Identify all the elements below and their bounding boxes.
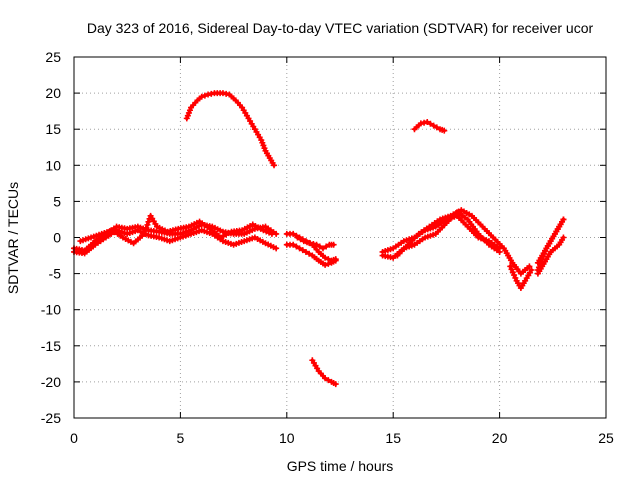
data-point (290, 230, 297, 237)
data-point (427, 120, 434, 127)
data-point (299, 247, 306, 254)
data-point (526, 263, 533, 270)
data-point (319, 245, 326, 252)
axis-ticks (73, 56, 607, 419)
y-tick-label: -5 (49, 266, 62, 282)
series-arc-c (77, 212, 275, 247)
data-point (322, 254, 329, 261)
x-tick-label: 10 (279, 430, 295, 446)
data-points (71, 90, 567, 388)
chart-title: Day 323 of 2016, Sidereal Day-to-day VTE… (87, 20, 594, 36)
data-point (201, 92, 208, 99)
data-point (294, 234, 301, 241)
data-point (560, 234, 567, 241)
y-tick-label: 15 (45, 121, 61, 137)
data-point (332, 381, 339, 388)
data-point (424, 118, 431, 125)
x-tick-label: 0 (70, 430, 78, 446)
data-point (441, 127, 448, 134)
data-point (302, 248, 309, 255)
series-arc-f (283, 241, 339, 268)
y-tick-label: 10 (45, 157, 61, 173)
data-point (322, 375, 329, 382)
series-arc-l (507, 263, 535, 292)
data-point (325, 260, 332, 267)
tick-labels: 0 5 10 15 20 25 -25 -20 -15 -10 -5 0 5 10 15 20 25 (41, 49, 614, 446)
data-point (273, 245, 280, 252)
data-point (528, 266, 535, 273)
data-point (322, 261, 329, 268)
x-tick-label: 20 (492, 430, 508, 446)
data-point (145, 218, 152, 225)
data-point (143, 224, 150, 231)
data-point (268, 230, 275, 237)
data-point (560, 216, 567, 223)
y-tick-label: -20 (41, 374, 61, 390)
series-arc-h (309, 357, 339, 388)
series-arc-p (534, 216, 567, 266)
data-point (332, 257, 339, 264)
y-tick-label: -15 (41, 338, 61, 354)
y-tick-label: -10 (41, 302, 61, 318)
series-arc-b (71, 227, 280, 257)
data-point (290, 241, 297, 248)
data-point (141, 230, 148, 237)
y-tick-label: 5 (53, 193, 61, 209)
data-point (316, 243, 323, 250)
x-axis-label: GPS time / hours (287, 458, 394, 474)
series-arc-o (534, 234, 567, 277)
x-tick-label: 25 (598, 430, 614, 446)
data-point (297, 236, 304, 243)
data-point (433, 124, 440, 131)
y-tick-label: 0 (53, 230, 61, 246)
data-point (198, 93, 205, 100)
data-point (142, 227, 149, 234)
x-tick-label: 5 (177, 430, 185, 446)
data-point (330, 241, 337, 248)
data-point (296, 245, 303, 252)
data-point (144, 221, 151, 228)
series-arc-g (294, 234, 337, 252)
data-point (430, 122, 437, 129)
data-point (323, 243, 330, 250)
data-point (271, 162, 278, 169)
x-tick-label: 15 (385, 430, 401, 446)
y-axis-label: SDTVAR / TECUs (5, 182, 21, 294)
data-point (300, 238, 307, 245)
data-point (304, 239, 311, 246)
y-tick-label: 20 (45, 85, 61, 101)
data-point (306, 250, 313, 257)
series-arc-m (411, 118, 448, 134)
y-tick-label: -25 (41, 410, 61, 426)
data-point (325, 377, 332, 384)
data-point (293, 243, 300, 250)
series-arc-d (183, 90, 278, 169)
data-point (313, 241, 320, 248)
y-tick-label: 25 (45, 49, 61, 65)
series-arc-k (394, 207, 533, 277)
